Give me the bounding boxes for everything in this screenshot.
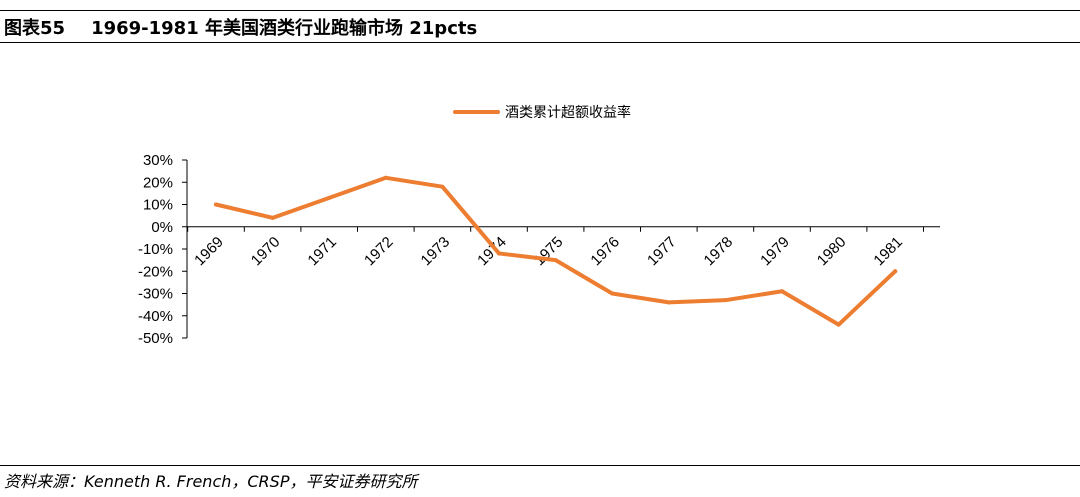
x-tick-label: 1980 <box>814 234 850 270</box>
y-tick-label: -10% <box>138 241 173 258</box>
y-tick-label: -50% <box>138 330 173 347</box>
footer-rule <box>0 465 1080 466</box>
x-tick-labels: 1969 1970 1971 1972 1973 1974 1975 1976 1977 1978… <box>191 234 906 270</box>
data-point <box>553 258 558 263</box>
series-group <box>214 175 898 327</box>
x-tick-label: 1973 <box>418 234 454 270</box>
data-point <box>440 184 445 189</box>
y-tick-label: -20% <box>138 263 173 280</box>
x-tick-label: 1978 <box>701 234 737 270</box>
x-tick-label: 1971 <box>304 234 340 270</box>
data-point <box>666 300 671 305</box>
legend-label: 酒类累计超额收益率 <box>505 104 631 121</box>
data-point <box>893 269 898 274</box>
y-tick-label: 0% <box>151 219 173 236</box>
x-tick-label: 1969 <box>191 234 227 270</box>
y-tick-label: 30% <box>143 152 173 169</box>
y-tick-label: -30% <box>138 286 173 303</box>
data-point <box>610 291 615 296</box>
data-point <box>497 251 501 256</box>
data-point <box>383 175 388 180</box>
figure-number: 图表55 <box>4 18 66 39</box>
x-tick-label: 1981 <box>870 234 906 270</box>
x-tick-label: 1979 <box>757 234 793 270</box>
source-note: 资料来源：Kenneth R. French，CRSP，平安证券研究所 <box>4 472 418 491</box>
figure-title: 1969-1981 年美国酒类行业跑输市场 21pcts <box>91 18 478 39</box>
x-tick-label: 1972 <box>361 234 397 270</box>
y-tick-label: -40% <box>138 308 173 325</box>
header-rule <box>0 42 1080 43</box>
y-tick-label: 10% <box>143 197 173 214</box>
x-tick-label: 1976 <box>587 234 623 270</box>
data-point <box>214 202 218 207</box>
x-tick-label: 1974 <box>474 234 510 270</box>
figure-header: 图表55 1969-1981 年美国酒类行业跑输市场 21pcts <box>4 14 477 40</box>
x-tick-label: 1977 <box>644 234 680 270</box>
chart-legend: 酒类累计超额收益率 <box>453 104 631 121</box>
data-point <box>780 289 784 294</box>
y-tick-label: 20% <box>143 174 173 191</box>
top-rule <box>0 10 1080 11</box>
data-point <box>270 215 275 220</box>
data-point <box>327 195 332 200</box>
chart-axes <box>182 159 940 339</box>
y-tick-labels: 30% 20% 10% 0% -10% -20% -30% -40% -50% <box>138 152 173 347</box>
data-point <box>723 298 728 303</box>
data-point <box>836 322 841 327</box>
x-tick-label: 1970 <box>248 234 284 270</box>
